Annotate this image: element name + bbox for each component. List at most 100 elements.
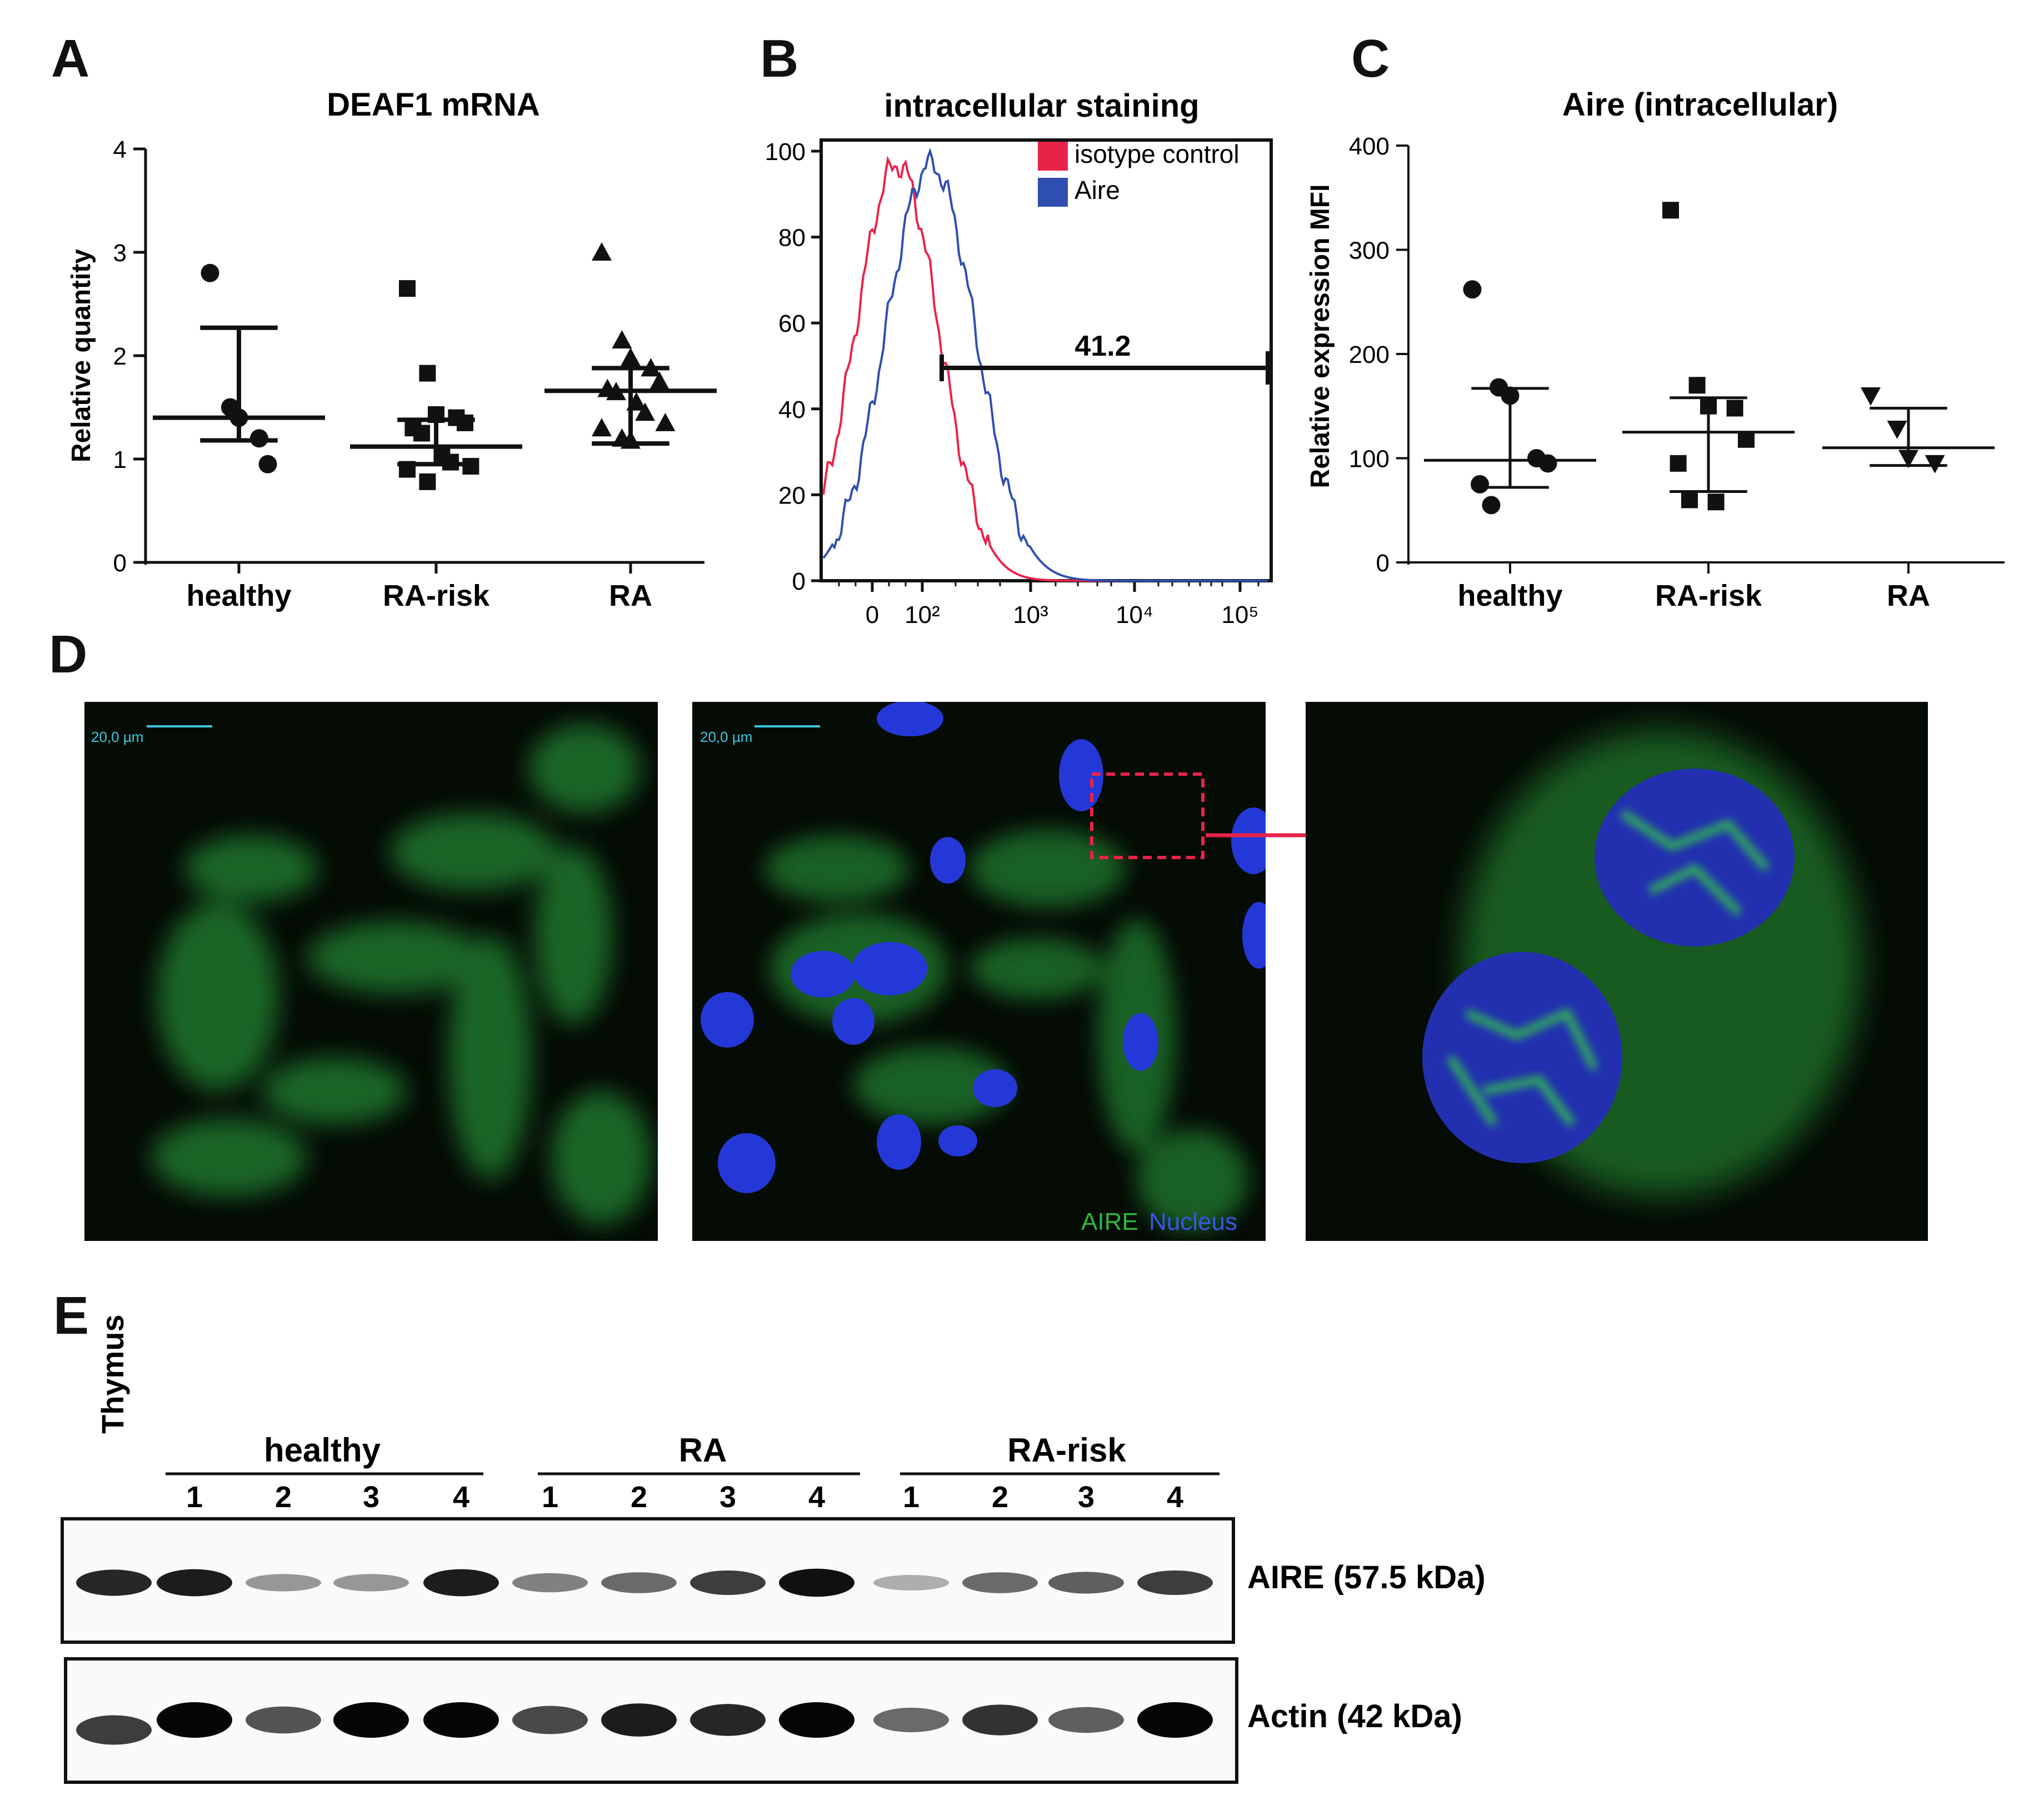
aire-band: [601, 1572, 677, 1593]
aire-band: [690, 1570, 766, 1595]
lane-number: 3: [1078, 1480, 1095, 1514]
y-tick-label: 20: [778, 482, 806, 509]
nucleus-5: [832, 998, 874, 1045]
data-point: [399, 280, 416, 297]
scalebar-label-1: 20,0 µm: [91, 729, 143, 745]
nucleus-2: [791, 951, 855, 998]
x-tick-label: RA-risk: [1655, 579, 1762, 612]
data-point: [433, 446, 450, 462]
x-tick-label: 10²: [904, 601, 940, 629]
data-point: [1727, 400, 1743, 417]
data-point: [606, 382, 626, 400]
nucleus-12: [1231, 807, 1266, 874]
x-tick-label: 10³: [1013, 601, 1048, 629]
data-point: [1700, 398, 1717, 415]
micrograph-aire: 20,0 µm: [84, 702, 658, 1241]
data-point: [1681, 492, 1698, 508]
y-tick-label: 40: [778, 396, 806, 423]
scalebar-label-2: 20,0 µm: [700, 729, 752, 745]
y-tick-label: 4: [113, 136, 127, 163]
data-point: [621, 431, 641, 449]
data-point: [597, 379, 617, 397]
lane-number: 4: [453, 1480, 469, 1514]
blot-actin-frame: [66, 1659, 1237, 1782]
micrograph-aire-nucleus: 20,0 µm AIRE Nucleus: [692, 702, 1266, 1241]
series-aire: [823, 151, 1268, 581]
aire-band: [76, 1569, 152, 1595]
data-point: [641, 358, 661, 376]
chart-c-ylabel: Relative expression MFI: [1306, 185, 1335, 488]
actin-band: [1137, 1702, 1213, 1738]
chart-a-title: DEAF1 mRNA: [327, 87, 540, 123]
y-tick-label: 3: [113, 240, 127, 267]
y-tick-label: 80: [778, 225, 806, 252]
aire-band: [1048, 1572, 1124, 1593]
data-point: [1662, 202, 1679, 218]
data-point: [1490, 378, 1508, 397]
y-tick-label: 0: [113, 550, 127, 577]
lane-number: 4: [808, 1480, 825, 1514]
lane-number: 2: [275, 1480, 292, 1514]
band-label-aire: AIRE (57.5 kDa): [1247, 1559, 1486, 1595]
data-point: [1689, 377, 1706, 393]
chart-c-title: Aire (intracellular): [1562, 87, 1838, 123]
aire-band: [157, 1569, 232, 1597]
actin-band: [246, 1707, 321, 1734]
group-label-ra-risk: RA-risk: [1007, 1432, 1126, 1469]
x-tick-label: 0: [866, 601, 879, 629]
panel-letter-b: B: [760, 32, 798, 86]
gate-value: 41.2: [1075, 330, 1131, 362]
lane-number: 3: [363, 1480, 379, 1514]
data-point: [1539, 454, 1557, 472]
panel-letter-a: A: [51, 32, 89, 86]
x-tick-label: healthy: [1457, 579, 1562, 612]
lane-number: 1: [903, 1480, 919, 1514]
data-point: [1887, 421, 1907, 439]
data-point: [655, 413, 675, 431]
data-point: [462, 458, 479, 475]
actin-band: [157, 1702, 232, 1738]
actin-band: [779, 1702, 854, 1738]
panel-letter-d: D: [49, 628, 87, 681]
x-tick-label: 10⁴: [1116, 601, 1153, 629]
data-point: [230, 408, 248, 427]
chart-a-ylabel: Relative quantity: [67, 249, 96, 462]
data-point: [457, 415, 473, 431]
blot-aire-frame: [62, 1519, 1233, 1642]
data-point: [399, 461, 416, 478]
legend-aire-text: AIRE: [1081, 1208, 1138, 1235]
actin-band: [76, 1716, 152, 1745]
data-point: [221, 398, 239, 417]
legend-swatch-aire: [1038, 178, 1068, 207]
nucleus-4: [701, 992, 754, 1048]
y-tick-label: 300: [1349, 237, 1390, 265]
actin-band: [873, 1708, 949, 1732]
legend-swatch-isotype: [1038, 142, 1068, 171]
micrograph-aire-image: 20,0 µm: [84, 702, 658, 1241]
actin-band: [512, 1706, 588, 1734]
data-point: [1861, 387, 1881, 406]
data-point: [419, 365, 436, 382]
y-tick-label: 100: [1349, 446, 1390, 473]
nucleus-10: [1123, 1013, 1158, 1071]
y-tick-label: 0: [792, 568, 806, 595]
data-point: [1925, 455, 1945, 473]
y-tick-label: 100: [765, 138, 806, 166]
data-point: [1527, 449, 1546, 467]
nucleus-9: [718, 1133, 776, 1193]
panel-letter-c: C: [1351, 32, 1390, 86]
y-tick-label: 200: [1349, 341, 1390, 368]
micrograph-zoom: [1306, 702, 1928, 1241]
actin-band: [333, 1702, 409, 1738]
data-point: [250, 429, 268, 447]
nucleus-1: [930, 837, 966, 884]
zoom-nucleus-1: [1595, 769, 1795, 946]
lane-number: 2: [631, 1480, 647, 1514]
data-point: [1501, 387, 1520, 405]
data-point: [259, 455, 277, 473]
actin-band: [690, 1704, 766, 1736]
data-point: [649, 372, 669, 390]
aire-band: [246, 1574, 321, 1591]
lane-number: 3: [719, 1480, 736, 1514]
data-point: [201, 264, 219, 282]
